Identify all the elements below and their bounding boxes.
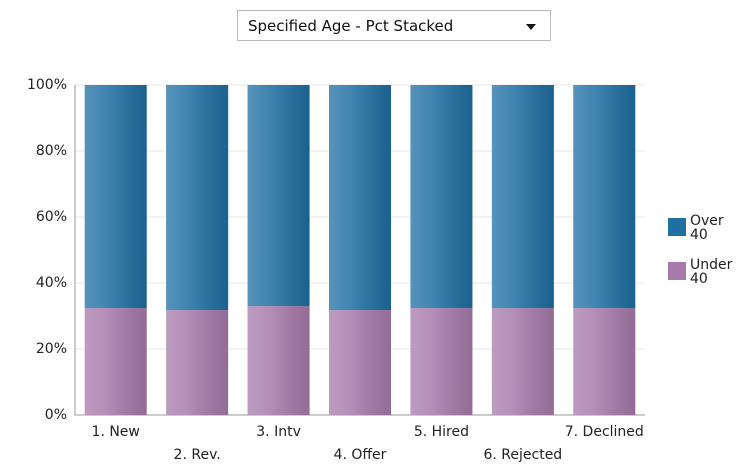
legend-label: Over 40 (690, 213, 724, 243)
bar-sheen (329, 310, 391, 415)
x-tick-label: 4. Offer (334, 447, 387, 463)
y-tick-label: 80% (36, 143, 67, 159)
bar-sheen (573, 308, 636, 415)
y-tick-label: 0% (45, 407, 67, 423)
bar-sheen (329, 85, 391, 311)
dropdown-arrow (526, 24, 536, 30)
bar-sheen (166, 85, 229, 311)
x-tick-label: 7. Declined (565, 424, 644, 440)
y-tick-label: 20% (36, 341, 67, 357)
legend-swatch (668, 262, 686, 280)
x-tick-label: 2. Rev. (174, 447, 221, 463)
bar-sheen (84, 85, 147, 309)
bar-sheen (410, 308, 473, 415)
bar-sheen (84, 308, 147, 415)
legend-item: Under 40 (668, 257, 733, 287)
x-tick-label: 5. Hired (414, 424, 469, 440)
x-tick-label: 1. New (92, 424, 140, 440)
selector-label: Specified Age - Pct Stacked (248, 16, 454, 35)
x-tick-label: 6. Rejected (483, 447, 562, 463)
bar-sheen (491, 85, 554, 309)
chart-selector[interactable]: Specified Age - Pct Stacked (237, 10, 551, 41)
y-tick-label: 40% (36, 275, 67, 291)
bar-sheen (573, 85, 636, 309)
bar-sheen (491, 308, 554, 415)
bar-sheen (247, 85, 310, 307)
bar-sheen (166, 310, 229, 415)
legend-label: Under 40 (690, 257, 733, 287)
y-tick-label: 100% (27, 77, 67, 93)
bar-sheen (410, 85, 473, 309)
legend-item: Over 40 (668, 214, 730, 242)
bar-sheen (247, 306, 310, 415)
x-tick-label: 3. Intv (256, 424, 301, 440)
legend-swatch (668, 218, 686, 236)
y-tick-label: 60% (36, 209, 67, 225)
